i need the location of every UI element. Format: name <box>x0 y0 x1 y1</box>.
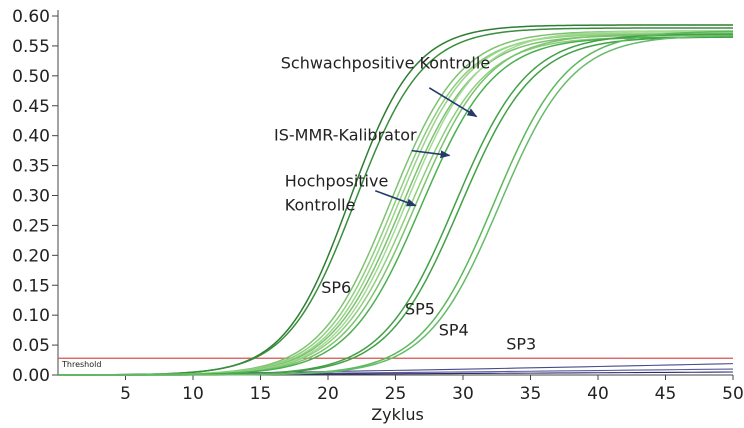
x-tick-label: 5 <box>120 384 131 404</box>
x-axis-label: Zyklus <box>371 405 424 424</box>
annotation-label: IS-MMR-Kalibrator <box>274 125 417 144</box>
y-tick-label: 0.10 <box>12 306 50 326</box>
amplification-curve <box>58 33 733 376</box>
x-tick-label: 30 <box>452 384 474 404</box>
curve-label: SP6 <box>321 278 351 297</box>
annotations: Schwachpositive Kontrolle IS-MMR-Kalibrat… <box>274 54 490 215</box>
amplification-curve <box>58 34 733 376</box>
threshold-line-group: Threshold <box>58 357 733 369</box>
amplification-curve <box>58 36 733 376</box>
x-tick-label: 25 <box>385 384 407 404</box>
amplification-curve <box>58 33 733 376</box>
amplification-curve <box>58 30 733 376</box>
amplification-curve <box>58 36 733 376</box>
amplification-curve <box>58 33 733 376</box>
x-tick-label: 15 <box>250 384 272 404</box>
y-tick-label: 0.50 <box>12 67 50 87</box>
y-tick-label: 0.35 <box>12 157 50 177</box>
y-tick-label: 0.30 <box>12 187 50 207</box>
x-axis-ticks: 5 10 15 20 25 30 35 40 45 50 <box>120 375 744 404</box>
annotation-arrow <box>411 149 451 159</box>
y-tick-label: 0.25 <box>12 216 50 236</box>
y-tick-label: 0.20 <box>12 246 50 266</box>
y-tick-label: 0.40 <box>12 127 50 147</box>
y-tick-label: 0.15 <box>12 276 50 296</box>
y-axis-ticks: 0.00 0.05 0.10 0.15 0.20 0.25 0.30 0.35 0.40 0.45… <box>12 7 58 386</box>
amplification-curves <box>58 24 733 376</box>
x-tick-label: 20 <box>317 384 339 404</box>
amplification-curve <box>58 34 733 376</box>
annotation-arrow <box>374 189 417 207</box>
y-tick-label: 0.00 <box>12 366 50 386</box>
amplification-curve <box>58 36 733 376</box>
annotation-label: Hochpositive <box>285 172 389 191</box>
curve-label: SP3 <box>506 334 536 353</box>
amplification-curve <box>58 27 733 376</box>
amplification-curve <box>58 32 733 376</box>
y-tick-label: 0.60 <box>12 7 50 27</box>
curve-label: SP5 <box>405 300 435 319</box>
annotation-label: Schwachpositive Kontrolle <box>281 54 490 73</box>
y-tick-label: 0.05 <box>12 336 50 356</box>
y-tick-label: 0.55 <box>12 37 50 57</box>
annotation-label: Kontrolle <box>285 195 356 214</box>
threshold-label: Threshold <box>61 360 101 369</box>
x-tick-label: 35 <box>520 384 542 404</box>
x-tick-label: 45 <box>655 384 677 404</box>
x-tick-label: 10 <box>182 384 204 404</box>
curve-label: SP4 <box>439 321 469 340</box>
x-tick-label: 40 <box>587 384 609 404</box>
x-tick-label: 50 <box>722 384 744 404</box>
annotation-arrow <box>428 87 478 118</box>
y-tick-label: 0.45 <box>12 97 50 117</box>
